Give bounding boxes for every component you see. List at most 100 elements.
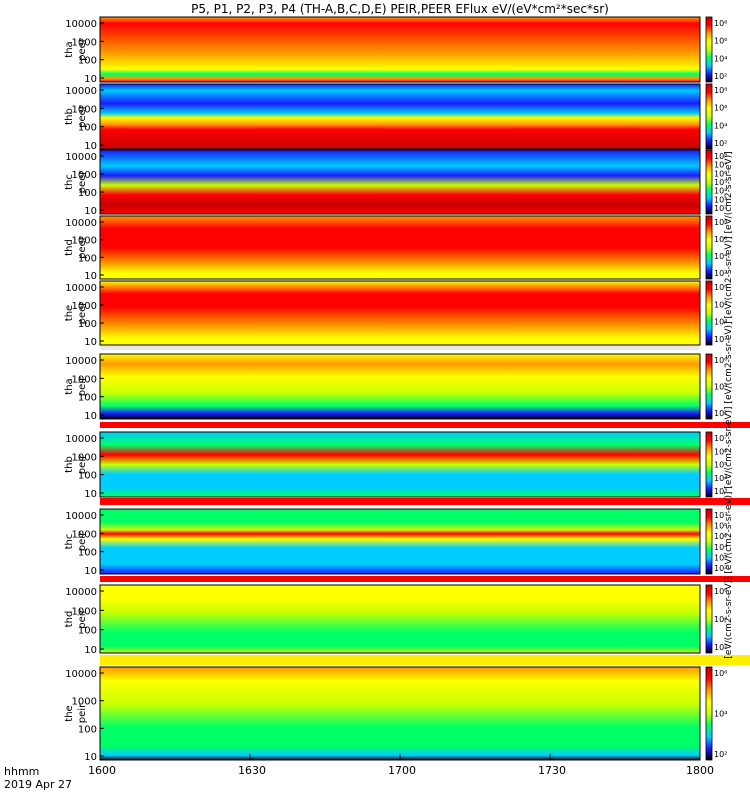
panel-thb-peir: thb peir 10 100 1000 10000 10³ 10⁴ 10⁵ 10⁶ 10⁷ — [64, 431, 727, 500]
panel-probe-label: tha — [64, 41, 75, 57]
y-tick-label: 10000 — [65, 86, 97, 97]
colorbar-tick-label: 10² — [714, 335, 727, 344]
y-tick-label: 100 — [78, 123, 97, 134]
colorbar — [705, 215, 713, 280]
panel-frame — [99, 353, 701, 420]
colorbar-tick-label: 10⁸ — [714, 86, 727, 95]
panel-probe-label: thc — [64, 534, 75, 550]
colorbar-tick-label: 10⁴ — [714, 187, 727, 196]
y-tick-label: 10000 — [65, 283, 97, 294]
y-tick-label: 100 — [78, 253, 97, 264]
y-tick-label: 100 — [78, 724, 97, 735]
colorbar — [705, 149, 713, 215]
colorbar-tick-label: 10² — [714, 72, 727, 81]
x-tick-1700: 1700 — [388, 764, 416, 777]
x-date-label: 2019 Apr 27 — [4, 778, 73, 791]
y-tick-label: 10000 — [65, 356, 97, 367]
colorbar-tick-label: 10⁴ — [714, 121, 727, 130]
colorbar-tick-label: 10² — [714, 269, 727, 278]
colorbar — [705, 584, 713, 654]
x-tick-1600: 1600 — [88, 764, 116, 777]
colorbar-tick-label: 10⁸ — [714, 19, 727, 28]
panel-frame — [99, 584, 701, 654]
colorbar-tick-label: 10² — [714, 564, 727, 573]
colorbar-tick-label: 10² — [714, 750, 727, 759]
panel-probe-label: the — [64, 705, 75, 721]
x-tick-1730: 1730 — [538, 764, 566, 777]
y-tick-label: 10000 — [65, 587, 97, 598]
colorbar-tick-label: 10⁴ — [714, 710, 727, 719]
separator-strip — [100, 576, 750, 582]
panel-frame — [99, 431, 701, 498]
separator-strip — [100, 498, 750, 505]
y-tick-label: 10 — [84, 337, 97, 348]
panel-species-label: peer — [77, 301, 88, 325]
colorbar-tick-label: 10⁶ — [714, 37, 727, 46]
panel-species-label: peir — [77, 454, 88, 474]
colorbar-tick-label: 10⁷ — [714, 511, 727, 520]
colorbar-tick-label: 10⁸ — [714, 283, 727, 292]
spectrogram-image — [100, 216, 700, 279]
panel-species-label: peer — [77, 235, 88, 259]
spectrogram-image — [100, 585, 700, 653]
panel-species-label: peir — [77, 703, 88, 723]
panel-species-label: peer — [77, 37, 88, 61]
panel-probe-label: thc — [64, 174, 75, 190]
y-tick-label: 1000 — [72, 452, 97, 463]
y-tick-label: 10 — [84, 206, 97, 217]
y-tick-label: 10000 — [65, 19, 97, 30]
y-tick-label: 1000 — [72, 170, 97, 181]
y-tick-label: 10000 — [65, 218, 97, 229]
y-tick-label: 1000 — [72, 697, 97, 708]
spectrogram-image — [100, 84, 700, 149]
panel-frame — [99, 280, 701, 346]
y-tick-label: 1000 — [72, 374, 97, 385]
panel-frame — [99, 16, 701, 83]
colorbar-tick-label: 10³ — [714, 195, 727, 204]
panel-species-label: peir — [77, 608, 88, 628]
panel-thb-peer: thb peer 10 100 1000 10000 10² 10⁴ 10⁶ 10⁸ — [64, 83, 727, 152]
colorbar — [705, 83, 713, 150]
y-tick-label: 100 — [78, 393, 97, 404]
y-tick-label: 100 — [78, 626, 97, 637]
separator-strip — [100, 422, 750, 428]
y-tick-label: 100 — [78, 548, 97, 559]
colorbar-tick-label: 10⁸ — [714, 218, 727, 227]
separator-strip — [100, 655, 750, 665]
colorbar-tick-label: 10⁶ — [714, 669, 727, 678]
panel-thc-peer: thc peer 10 100 1000 10000 10²10³10⁴10⁵10⁶10⁷1… — [64, 149, 727, 217]
colorbar-tick-label: 10⁴ — [714, 252, 727, 261]
y-tick-label: 10 — [84, 645, 97, 656]
y-tick-label: 1000 — [72, 606, 97, 617]
y-tick-label: 10 — [84, 566, 97, 577]
y-tick-label: 10 — [84, 271, 97, 282]
colorbar-tick-label: 10² — [714, 204, 727, 213]
colorbar-tick-label: 10⁸ — [714, 152, 727, 161]
spectrogram-image — [100, 17, 700, 82]
y-tick-label: 1000 — [72, 236, 97, 247]
colorbar-units-label: [eV/(cm2-s-sr-eV)] [eV/(cm2-s-sr-eV)] [e… — [724, 151, 734, 659]
colorbar-tick-label: 10⁷ — [714, 161, 727, 170]
panel-frame — [99, 508, 701, 575]
panel-probe-label: thb — [64, 108, 75, 125]
spectrogram-image — [100, 150, 700, 214]
colorbar-tick-label: 10⁷ — [714, 434, 727, 443]
colorbar — [705, 508, 713, 575]
panel-the-peer: the peer 10 100 1000 10000 10² 10⁴ 10⁶ 10⁸ — [64, 280, 727, 348]
y-tick-label: 1000 — [72, 529, 97, 540]
colorbar-tick-label: 10⁶ — [714, 447, 727, 456]
y-tick-label: 100 — [78, 188, 97, 199]
panel-tha-peir: tha peir 10 100 1000 10000 10² 10⁴ 10⁶ — [64, 353, 727, 422]
chart-title: P5, P1, P2, P3, P4 (TH-A,B,C,D,E) PEIR,P… — [191, 2, 609, 16]
panel-probe-label: thd — [64, 239, 75, 256]
y-tick-label: 10 — [84, 752, 97, 763]
colorbar — [705, 666, 713, 761]
colorbar-tick-label: 10³ — [714, 487, 727, 496]
panel-species-label: peer — [77, 170, 88, 194]
colorbar-tick-label: 10⁶ — [714, 169, 727, 178]
colorbar — [705, 431, 713, 498]
x-corner-label: hhmm — [4, 765, 40, 778]
colorbar-tick-label: 10⁶ — [714, 522, 727, 531]
colorbar-tick-label: 10⁶ — [714, 104, 727, 113]
colorbar-tick-label: 10³ — [714, 553, 727, 562]
